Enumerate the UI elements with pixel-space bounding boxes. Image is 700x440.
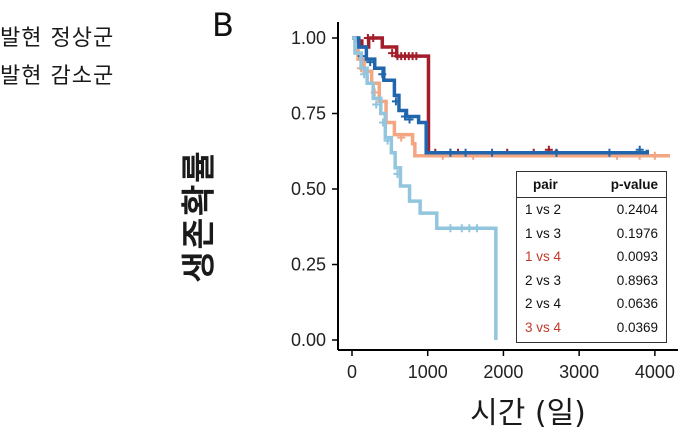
- pvalue-table: pair p-value 1 vs 2 0.2404 1 vs 3 0.1976 1 v…: [516, 171, 667, 343]
- censor-mark: [397, 133, 406, 142]
- pvalue-cell: 0.1976: [616, 225, 658, 241]
- pair-cell: 2 vs 3: [525, 272, 562, 288]
- survival-line: [352, 36, 650, 155]
- x-tick-label: 0: [347, 362, 357, 382]
- pvalue-cell: 0.0093: [616, 249, 658, 265]
- pair-cell: 1 vs 3: [525, 225, 562, 241]
- pair-cell: 2 vs 4: [525, 296, 562, 312]
- pvalue-table-body: 1 vs 2 0.2404 1 vs 3 0.1976 1 vs 4 0.0093 2 vs…: [517, 198, 666, 339]
- y-tick-label: 0.00: [291, 330, 326, 350]
- x-tick-label: 1000: [408, 362, 448, 382]
- ticks: 0.00 0.25 0.50 0.75 1.00 0 1000 2000 3000 4000: [291, 28, 675, 382]
- pvalue-cell: 0.2404: [616, 202, 658, 218]
- censor-mark: [379, 118, 388, 127]
- censor-mark: [472, 224, 481, 233]
- pvalue-cell: 0.0636: [616, 296, 658, 312]
- panel-label: B: [212, 6, 234, 44]
- pair-cell: 3 vs 4: [525, 319, 562, 335]
- censor-mark: [401, 112, 409, 121]
- censor-mark: [446, 148, 455, 157]
- censor-mark: [446, 224, 455, 233]
- censor-mark: [465, 224, 474, 233]
- censor-mark: [372, 100, 381, 109]
- pvalue-row: 3 vs 4 0.0369: [517, 316, 666, 340]
- x-tick-label: 2000: [483, 362, 523, 382]
- censor-mark: [393, 169, 402, 178]
- censor-mark: [388, 49, 397, 58]
- axes: [337, 22, 678, 351]
- censor-mark: [360, 70, 369, 79]
- pvalue-row: 1 vs 4 0.0093: [517, 245, 666, 269]
- legend-fragment-normal: 발현 정상군: [0, 26, 115, 51]
- pvalue-table-header: pair p-value: [517, 172, 666, 198]
- survival-curves: [352, 34, 670, 340]
- y-tick-label: 0.50: [291, 179, 326, 199]
- pvalue-header: p-value: [610, 177, 658, 192]
- y-tick-label: 0.75: [291, 104, 326, 124]
- x-tick-label: 4000: [635, 362, 675, 382]
- pvalue-row: 1 vs 2 0.2404: [517, 198, 666, 222]
- censor-mark: [391, 97, 400, 106]
- pair-cell: 1 vs 2: [525, 202, 562, 218]
- censor-mark: [461, 148, 470, 157]
- pair-header: pair: [533, 177, 558, 192]
- censor-mark: [552, 148, 561, 157]
- y-axis-label: 생존확률: [179, 149, 220, 283]
- survival-line: [352, 36, 498, 340]
- pvalue-cell: 0.8963: [616, 272, 658, 288]
- x-axis-label: 시간 (일): [470, 396, 586, 431]
- censor-mark: [650, 151, 659, 160]
- survival-line: [352, 36, 559, 155]
- pair-cell: 1 vs 4: [525, 249, 562, 265]
- series-3: [352, 36, 650, 157]
- series-1: [352, 34, 559, 157]
- censor-mark: [369, 34, 378, 42]
- censor-mark: [605, 148, 614, 157]
- y-tick-label: 0.25: [291, 255, 326, 275]
- y-tick-label: 1.00: [291, 28, 326, 48]
- censor-mark: [412, 52, 421, 61]
- censor-mark: [405, 115, 414, 124]
- pvalue-row: 2 vs 4 0.0636: [517, 292, 666, 316]
- censor-mark: [488, 148, 497, 157]
- pvalue-cell: 0.0369: [616, 319, 658, 335]
- pvalue-row: 2 vs 3 0.8963: [517, 269, 666, 293]
- pvalue-row: 1 vs 3 0.1976: [517, 222, 666, 246]
- series-4: [352, 36, 498, 340]
- censor-mark: [383, 136, 392, 145]
- legend-fragment-reduced: 발현 감소군: [0, 64, 115, 89]
- censor-mark: [366, 58, 375, 67]
- x-tick-label: 3000: [559, 362, 599, 382]
- censor-mark: [635, 145, 644, 154]
- censor-mark: [457, 224, 466, 233]
- censor-mark: [378, 70, 387, 79]
